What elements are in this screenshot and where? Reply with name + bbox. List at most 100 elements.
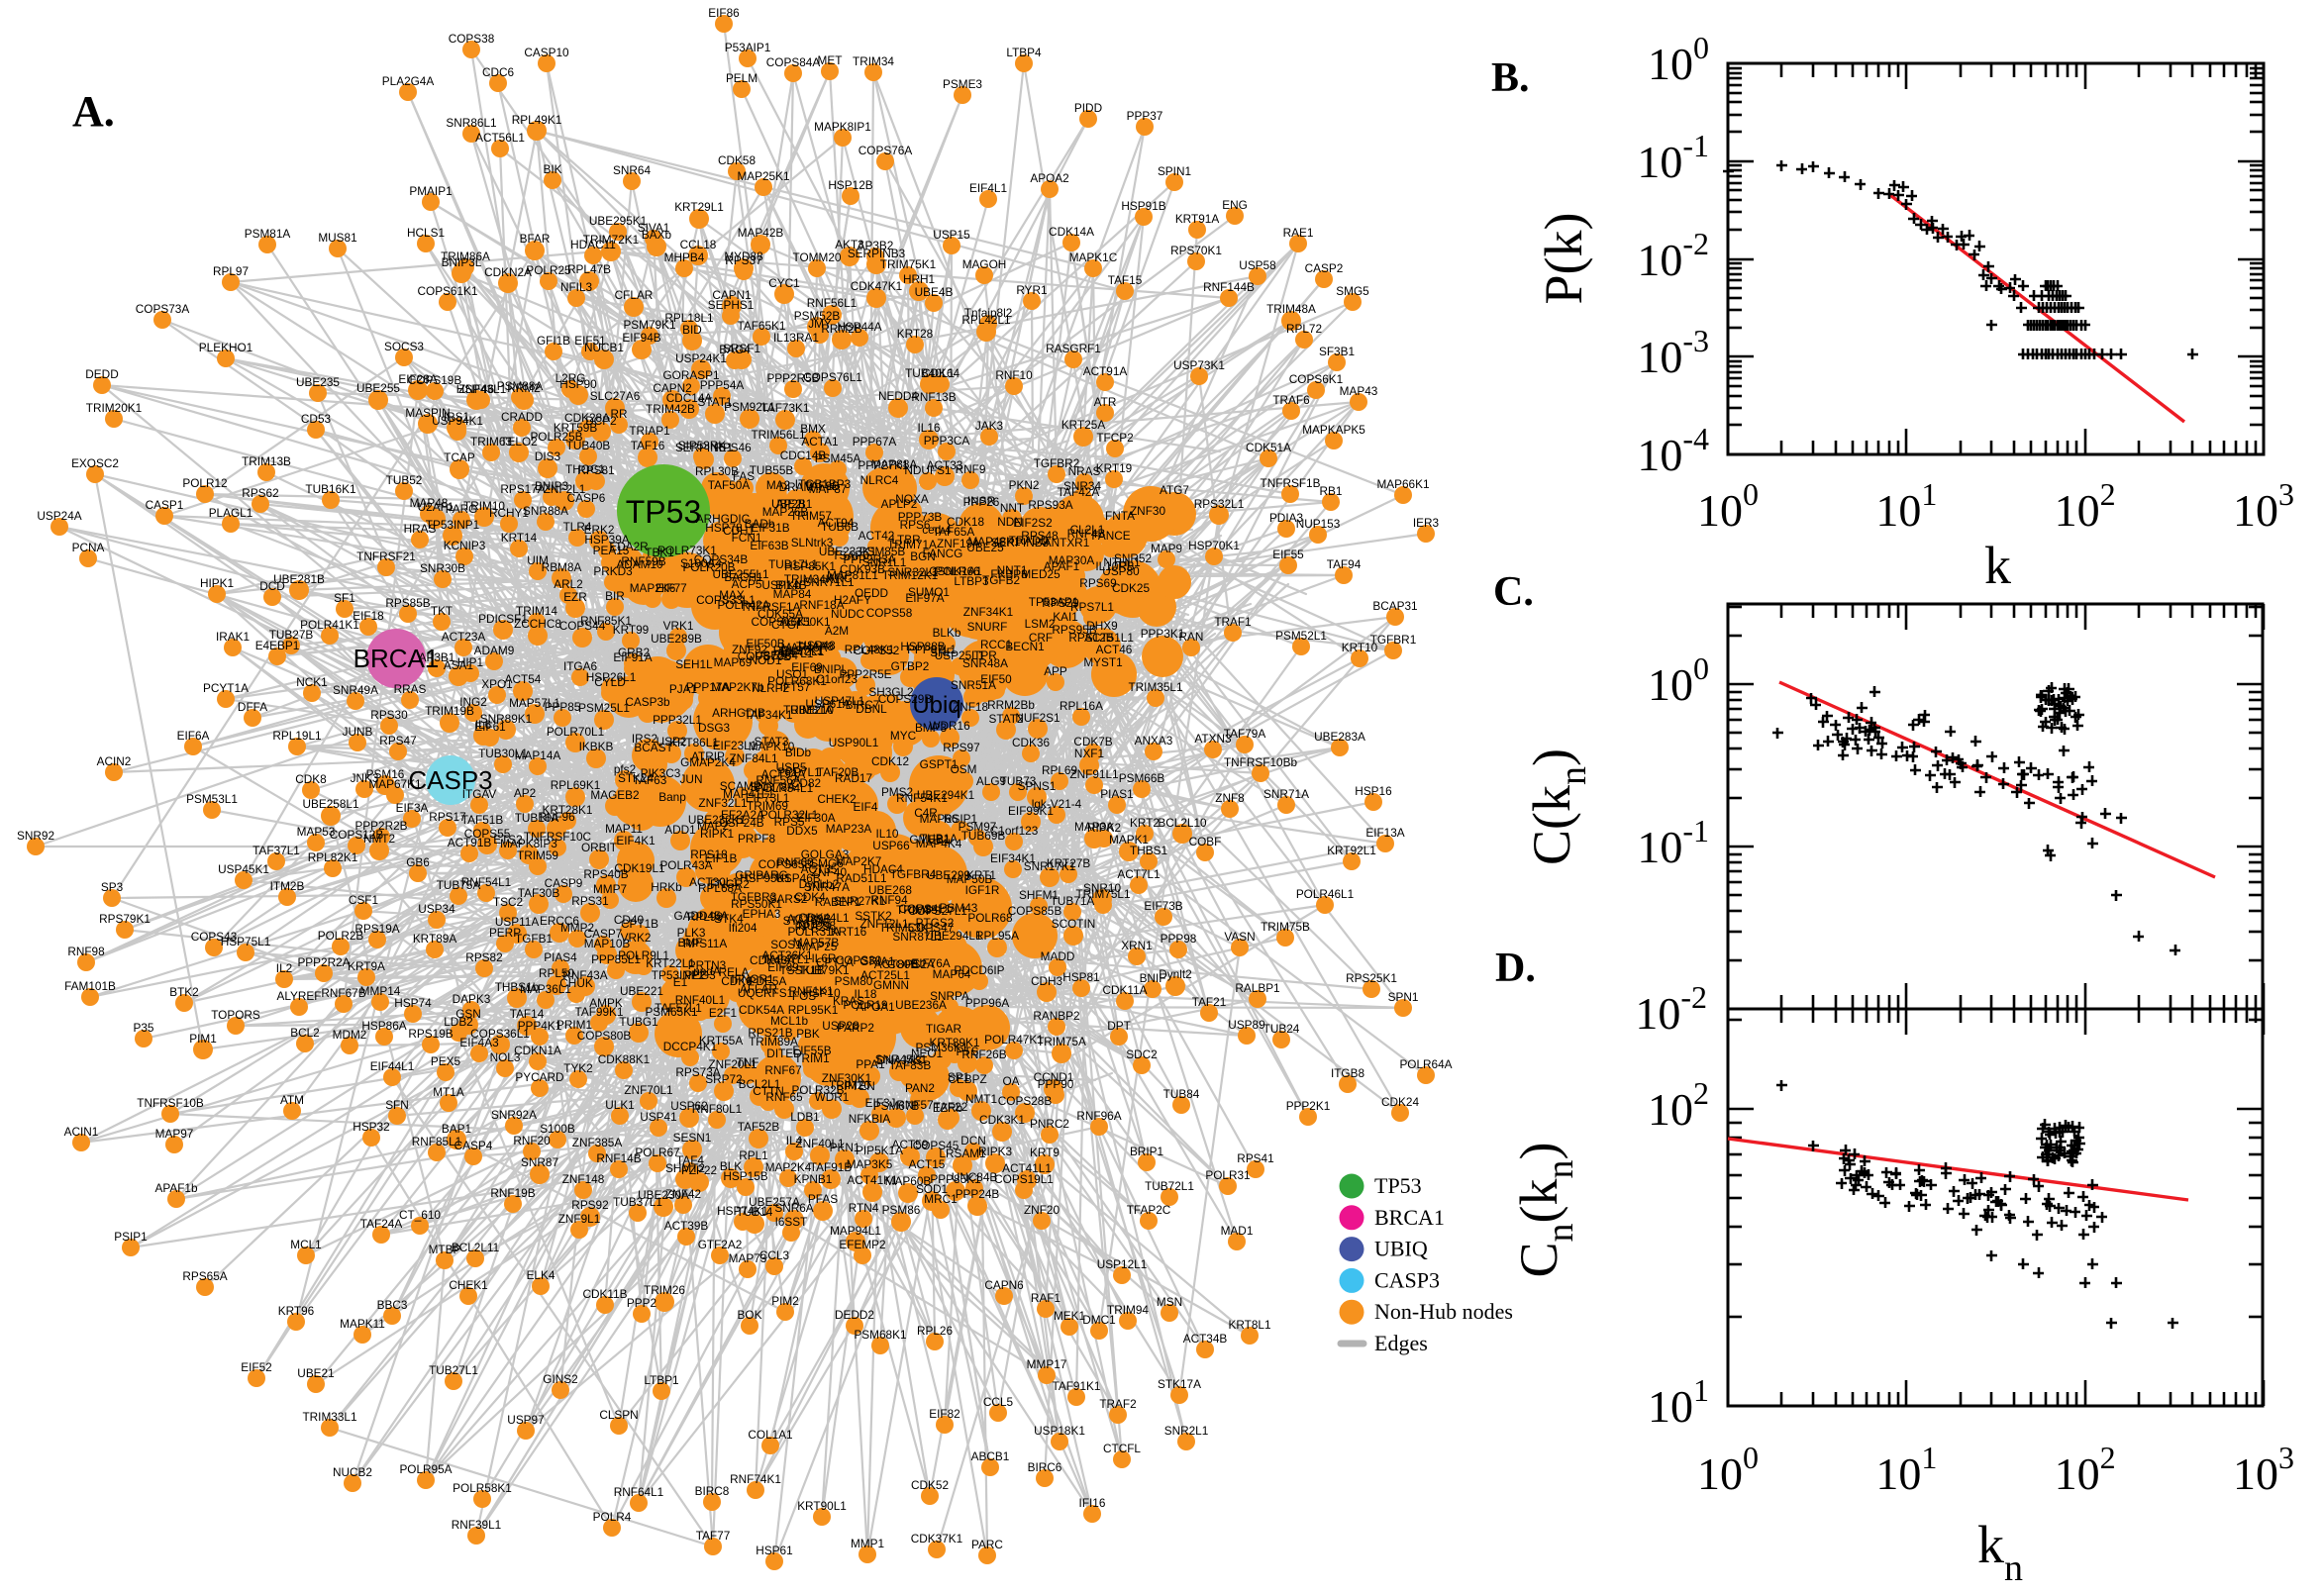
svg-text:MAP25K1: MAP25K1: [737, 169, 789, 183]
svg-text:VRK1: VRK1: [663, 619, 694, 633]
svg-text:COPS43: COPS43: [191, 930, 238, 944]
svg-text:ZNF92: ZNF92: [732, 643, 767, 656]
svg-text:POLR66: POLR66: [935, 564, 980, 578]
svg-text:UBE281B: UBE281B: [273, 572, 325, 586]
svg-text:VRK2: VRK2: [621, 931, 652, 945]
svg-text:ATG7: ATG7: [1160, 483, 1189, 497]
svg-text:MAP53: MAP53: [297, 825, 336, 839]
svg-text:EIF13A: EIF13A: [1365, 826, 1404, 840]
svg-text:ERCC6: ERCC6: [540, 914, 579, 928]
svg-text:MHPB4: MHPB4: [664, 250, 705, 264]
svg-text:IFI16: IFI16: [1079, 1496, 1106, 1510]
svg-text:AMPK: AMPK: [589, 996, 623, 1010]
svg-text:KAI1: KAI1: [1053, 610, 1078, 624]
svg-text:Edges: Edges: [1374, 1331, 1428, 1355]
svg-text:EIF82: EIF82: [929, 1407, 960, 1421]
svg-text:ACT34B: ACT34B: [1183, 1332, 1228, 1346]
svg-text:Banp: Banp: [658, 790, 686, 804]
svg-text:CDK12: CDK12: [871, 754, 909, 768]
svg-text:SOCS3: SOCS3: [384, 340, 424, 353]
svg-text:KRT28: KRT28: [897, 327, 934, 341]
svg-text:DHX9: DHX9: [1086, 619, 1117, 633]
svg-text:GFI1B: GFI1B: [537, 334, 570, 348]
svg-text:ACT46: ACT46: [1096, 643, 1133, 656]
svg-text:CDK14A: CDK14A: [1049, 225, 1094, 239]
svg-text:IKBKB: IKBKB: [579, 740, 614, 753]
svg-text:MDM2: MDM2: [333, 1028, 367, 1042]
svg-text:CDK8: CDK8: [295, 772, 327, 786]
svg-text:TAF91B: TAF91B: [810, 1160, 853, 1174]
svg-text:TAF51B: TAF51B: [461, 813, 504, 827]
svg-text:TUB40L1: TUB40L1: [905, 366, 955, 380]
svg-text:UBE230A: UBE230A: [638, 1188, 689, 1202]
svg-text:PSM53L1: PSM53L1: [186, 792, 238, 806]
svg-text:MAD1: MAD1: [1221, 1224, 1254, 1238]
svg-text:ARL2: ARL2: [554, 577, 583, 591]
svg-text:SNR87: SNR87: [521, 1155, 558, 1169]
svg-text:TELO2: TELO2: [500, 435, 537, 449]
svg-text:CDK51A: CDK51A: [1246, 441, 1291, 454]
svg-text:BMX: BMX: [800, 422, 826, 436]
svg-text:BBC3: BBC3: [377, 1298, 408, 1312]
svg-text:BGN: BGN: [910, 549, 936, 563]
svg-text:TNFRSF10Bb: TNFRSF10Bb: [1224, 755, 1298, 769]
svg-text:BID: BID: [682, 323, 702, 337]
svg-text:USP73K1: USP73K1: [1173, 358, 1225, 372]
svg-text:EIF77: EIF77: [656, 581, 686, 595]
svg-text:CPT1B: CPT1B: [621, 917, 658, 931]
svg-text:HSP90: HSP90: [559, 377, 597, 391]
svg-text:SNR86L1: SNR86L1: [446, 116, 496, 130]
svg-text:Dynlrb2: Dynlrb2: [799, 877, 840, 891]
svg-text:GOLGA3: GOLGA3: [801, 848, 850, 861]
svg-text:HSP16: HSP16: [1355, 784, 1392, 798]
svg-text:ZNF2L1: ZNF2L1: [544, 482, 586, 496]
svg-text:USP24K1: USP24K1: [675, 351, 727, 365]
svg-text:SCOTIN: SCOTIN: [1052, 917, 1096, 931]
svg-text:PPP97L1: PPP97L1: [907, 643, 957, 656]
svg-text:RPL30B: RPL30B: [695, 464, 739, 478]
svg-text:BFAR: BFAR: [520, 232, 551, 246]
svg-text:ARC: ARC: [828, 571, 853, 585]
svg-text:OA: OA: [1002, 1074, 1019, 1088]
svg-text:ACTA1: ACTA1: [801, 435, 838, 449]
svg-text:MAPK1: MAPK1: [1109, 833, 1149, 847]
svg-text:RPS93A: RPS93A: [1028, 498, 1072, 512]
svg-text:NEO1: NEO1: [911, 1047, 943, 1060]
svg-text:CASP3: CASP3: [1374, 1267, 1440, 1292]
svg-text:PPP96A: PPP96A: [965, 996, 1010, 1010]
svg-text:ZNF91L1: ZNF91L1: [1069, 767, 1118, 781]
svg-text:TAF24A: TAF24A: [360, 1217, 403, 1231]
svg-text:UBE2I: UBE2I: [771, 497, 805, 511]
svg-text:CFLAR: CFLAR: [615, 288, 654, 302]
svg-text:COPS76A: COPS76A: [858, 144, 913, 157]
svg-text:RNF96: RNF96: [538, 810, 575, 824]
svg-text:CLSPN: CLSPN: [599, 1408, 638, 1422]
svg-text:UBE221: UBE221: [620, 984, 663, 998]
svg-text:NNT: NNT: [1000, 501, 1024, 515]
svg-text:APOA2: APOA2: [1030, 171, 1068, 185]
svg-text:COPS28B: COPS28B: [998, 1094, 1053, 1108]
svg-text:COPS80B: COPS80B: [577, 1029, 632, 1043]
svg-text:SDC2: SDC2: [1126, 1047, 1157, 1061]
svg-text:CHEK2: CHEK2: [817, 792, 856, 806]
svg-text:TRIM69: TRIM69: [747, 799, 788, 813]
svg-text:MAGOH: MAGOH: [962, 257, 1007, 271]
svg-text:UBE258L1: UBE258L1: [302, 797, 358, 811]
svg-text:MEK1: MEK1: [1054, 1309, 1085, 1323]
svg-text:BCAST: BCAST: [634, 741, 672, 754]
svg-text:CCL18: CCL18: [680, 238, 717, 251]
svg-text:UBE255: UBE255: [356, 381, 400, 395]
svg-text:RRM2Bb: RRM2Bb: [987, 698, 1035, 712]
svg-text:GTF2A2: GTF2A2: [698, 1238, 743, 1251]
svg-text:HSP81: HSP81: [1062, 970, 1099, 984]
svg-text:UBE4B: UBE4B: [915, 285, 954, 299]
svg-text:Ifi204: Ifi204: [729, 921, 758, 935]
svg-text:POLR25: POLR25: [526, 263, 571, 277]
svg-text:E2F1: E2F1: [709, 1006, 737, 1020]
svg-text:ZNF40: ZNF40: [811, 865, 847, 879]
svg-text:TIGAR: TIGAR: [926, 1022, 961, 1036]
svg-text:RPS40B: RPS40B: [583, 867, 628, 881]
svg-text:MAP2K4: MAP2K4: [765, 1160, 812, 1174]
svg-text:IER3: IER3: [1413, 516, 1440, 530]
svg-text:TRIM35L1: TRIM35L1: [1128, 680, 1182, 694]
